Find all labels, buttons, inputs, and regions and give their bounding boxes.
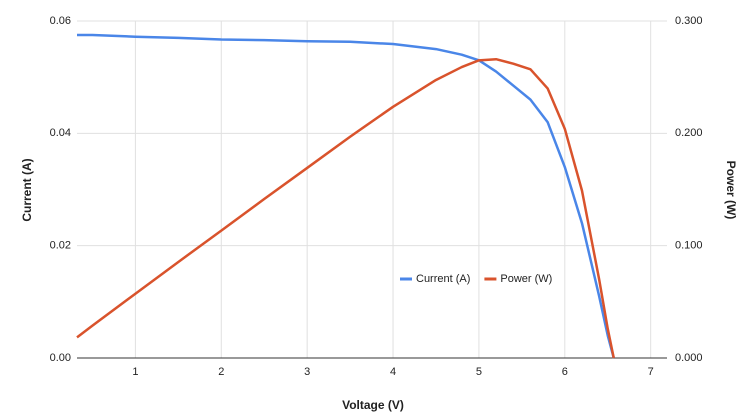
y-tick-label: 0.02 — [50, 240, 71, 252]
y-tick-label: 0.06 — [50, 15, 71, 27]
line-series — [76, 57, 615, 359]
y-tick-label: 0.04 — [50, 127, 71, 139]
x-tick-label: 2 — [218, 366, 224, 378]
x-tick-label: 7 — [648, 366, 654, 378]
y2-tick-label: 0.200 — [675, 127, 703, 139]
x-tick-label: 4 — [390, 366, 396, 378]
y2-tick-label: 0.100 — [675, 240, 703, 252]
legend-label: Current (A) — [416, 273, 470, 285]
x-tick-label: 6 — [562, 366, 568, 378]
y2-tick-label: 0.300 — [675, 15, 703, 27]
x-tick-label: 1 — [132, 366, 138, 378]
y2-tick-label: 0.000 — [675, 352, 703, 364]
y-tick-label: 0.00 — [50, 352, 71, 364]
x-tick-label: 5 — [476, 366, 482, 378]
y-axis-title: Current (A) — [20, 158, 34, 221]
x-axis-title: Voltage (V) — [342, 398, 404, 412]
line-series — [77, 33, 615, 359]
y2-axis-title: Power (W) — [724, 161, 738, 220]
x-tick-label: 3 — [304, 366, 310, 378]
legend-label: Power (W) — [500, 273, 552, 285]
